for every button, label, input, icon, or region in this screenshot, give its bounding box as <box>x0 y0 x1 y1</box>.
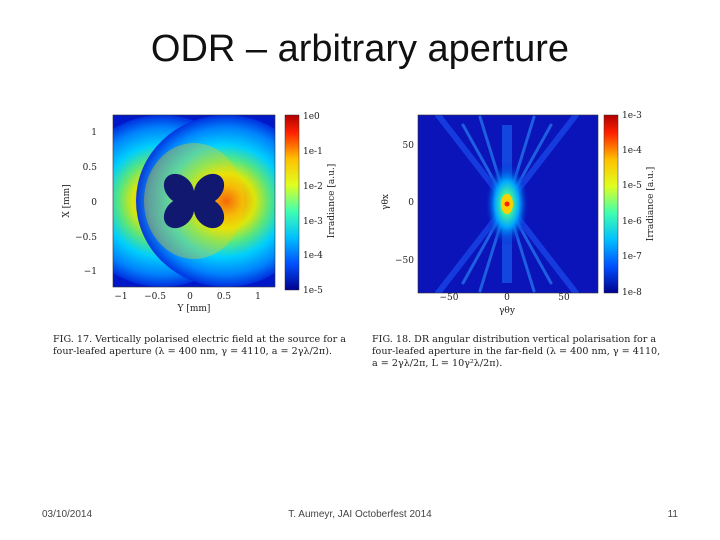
near-field-colorbar-tick: 1e-4 <box>303 251 323 261</box>
near-field-colorbar-tick: 1e-1 <box>303 147 323 157</box>
near-field-colorbar-label: Irradiance [a.u.] <box>327 164 337 238</box>
near-field-y-tick: 0.5 <box>83 163 98 173</box>
near-field-y-tick: 0 <box>91 198 97 208</box>
far-field-colorbar-tick: 1e-6 <box>622 217 642 227</box>
near-field-colorbar-tick: 1e-2 <box>303 182 323 192</box>
near-field-x-tick: −1 <box>114 292 127 302</box>
caption-line: four-leafed aperture in the far-field (λ… <box>372 346 661 357</box>
footer-presenter: T. Aumeyr, JAI Octoberfest 2014 <box>288 509 432 520</box>
caption-fig17: FIG. 17. Vertically polarised electric f… <box>53 334 353 358</box>
far-field-x-tick: 0 <box>504 293 510 303</box>
near-field-y-label: X [mm] <box>62 184 72 217</box>
far-field-y-tick: 0 <box>408 198 414 208</box>
far-field-colorbar-tick: 1e-4 <box>622 146 642 156</box>
far-field-colorbar-tick: 1e-7 <box>622 252 642 262</box>
far-field-x-tick: 50 <box>558 293 570 303</box>
near-field-y-tick: 1 <box>91 128 97 138</box>
far-field-figure: 50 0 −50 γθx −50 0 50 γθy 1e-3 1e-4 1e-5… <box>381 111 656 316</box>
near-field-x-tick: 1 <box>255 292 261 302</box>
far-field-colorbar-tick: 1e-8 <box>622 288 642 298</box>
near-field-colorbar-tick: 1e0 <box>303 112 320 122</box>
far-field-x-tick: −50 <box>440 293 459 303</box>
far-field-colorbar-tick: 1e-5 <box>622 181 642 191</box>
near-field-colorbar <box>284 114 300 291</box>
far-field-colorbar-tick: 1e-3 <box>622 111 642 121</box>
far-field-x-label: γθy <box>499 306 516 316</box>
caption-line: four-leafed aperture (λ = 400 nm, γ = 41… <box>53 346 332 357</box>
near-field-y-tick: −1 <box>84 267 97 277</box>
caption-fig18: FIG. 18. DR angular distribution vertica… <box>372 334 672 370</box>
near-field-x-tick: −0.5 <box>144 292 166 302</box>
four-leaf-aperture <box>163 173 225 229</box>
far-field-y-tick: −50 <box>395 256 414 266</box>
near-field-figure: 1 0.5 0 −0.5 −1 X [mm] −1 −0.5 0 0.5 1 Y… <box>62 112 337 314</box>
near-field-y-tick: −0.5 <box>75 233 97 243</box>
near-field-x-label: Y [mm] <box>177 304 211 314</box>
far-field-y-label: γθx <box>381 194 391 210</box>
footer-date: 03/10/2014 <box>42 509 93 520</box>
near-field-colorbar-tick: 1e-5 <box>303 286 323 296</box>
near-field-colorbar-tick: 1e-3 <box>303 217 323 227</box>
caption-line: FIG. 18. DR angular distribution vertica… <box>372 334 657 345</box>
caption-line: FIG. 17. Vertically polarised electric f… <box>53 334 346 345</box>
near-field-intensity-map <box>113 115 275 287</box>
far-field-colorbar-label: Irradiance [a.u.] <box>646 167 656 241</box>
far-field-intensity-map <box>435 115 579 293</box>
footer-page-number: 11 <box>667 509 678 520</box>
near-field-x-tick: 0.5 <box>217 292 232 302</box>
slide-title: ODR – arbitrary aperture <box>150 28 570 70</box>
far-field-colorbar <box>603 114 619 294</box>
near-field-x-tick: 0 <box>187 292 193 302</box>
far-field-y-tick: 50 <box>403 141 415 151</box>
caption-line: a = 2γλ/2π, L = 10γ²λ/2π). <box>372 358 503 369</box>
